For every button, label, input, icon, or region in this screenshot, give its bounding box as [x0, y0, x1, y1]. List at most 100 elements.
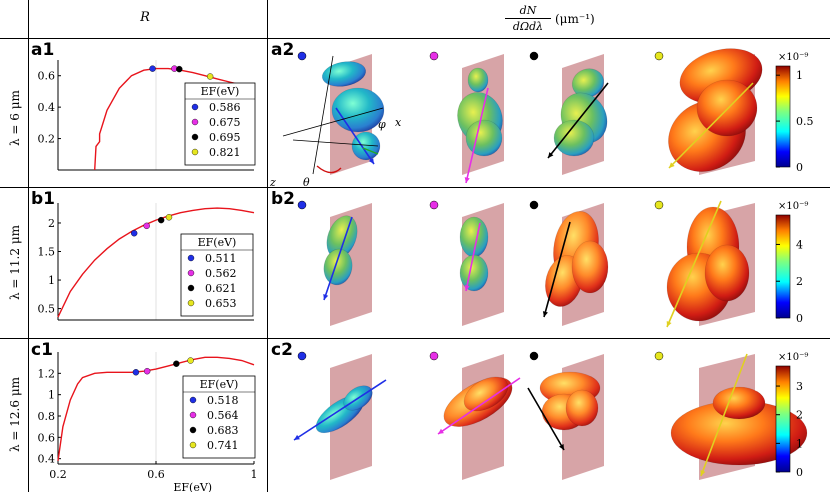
direction-arrow — [543, 221, 571, 318]
legend-label: 0.586 — [209, 101, 241, 114]
y-tick-label: 1.5 — [38, 246, 56, 259]
data-marker — [157, 216, 165, 224]
panel-marker-dot — [429, 351, 439, 361]
chart-a1: 0.2 0.4 0.6 EF(eV) 0.586 0.675 0.695 0.821 — [38, 60, 256, 171]
panel-marker-dot — [297, 51, 307, 61]
divider-column — [267, 0, 268, 492]
direction-arrow — [465, 87, 489, 184]
divider-label-column — [28, 0, 29, 492]
colorbar — [775, 65, 791, 168]
axis-line-y — [292, 139, 379, 147]
legend-label: 0.675 — [209, 116, 241, 129]
panel-tag-c2: c2 — [271, 340, 293, 360]
direction-arrow — [666, 200, 722, 328]
colorbar-tick-label: 4 — [796, 238, 803, 251]
colorbar-tick-label: 2 — [796, 275, 803, 288]
legend-marker — [191, 103, 199, 111]
legend-marker — [187, 269, 195, 277]
arrow-head — [438, 428, 444, 434]
direction-arrow — [668, 82, 754, 169]
chart-b1: 0.5 1 1.5 2 EF(eV) 0.511 0.562 0.621 0.653 — [38, 203, 255, 321]
y-tick-label: 0.6 — [38, 431, 56, 444]
divider-row-1 — [0, 187, 830, 188]
panel-tag-c1: c1 — [31, 340, 53, 360]
panel-marker-dot — [297, 200, 307, 210]
legend-label: 0.564 — [207, 409, 239, 422]
legend-title: EF(eV) — [200, 378, 239, 391]
data-marker — [149, 65, 156, 72]
arrow-head — [294, 434, 300, 440]
legend-label: 0.621 — [205, 282, 237, 295]
data-marker — [206, 73, 214, 80]
direction-arrow — [437, 377, 521, 435]
legend-title: EF(eV) — [201, 85, 240, 98]
y-tick-label: 1.2 — [38, 367, 56, 380]
colorbar-scale: ×10⁻⁹ — [778, 201, 808, 212]
arrow-head — [700, 470, 706, 476]
row-label-c: λ = 12.6 μm — [8, 377, 22, 452]
legend-title: EF(eV) — [198, 236, 237, 249]
y-tick-label: 0.4 — [38, 453, 56, 466]
data-marker — [143, 222, 150, 230]
legend-marker — [187, 254, 195, 262]
emission-lobe — [704, 244, 750, 302]
x-tick-label: 0.2 — [49, 468, 67, 481]
data-curve — [57, 207, 255, 318]
row-label-a: λ = 6 μm — [8, 90, 22, 146]
y-tick-label: 0.4 — [38, 101, 56, 114]
emission-lobe — [463, 376, 509, 412]
axis-line-z — [312, 55, 334, 175]
arrow-head — [559, 444, 564, 450]
phi-angle-marker — [362, 147, 379, 155]
legend-marker — [191, 118, 199, 126]
axis-label-z: z — [269, 176, 276, 189]
colorbar-tick-label: 1 — [796, 69, 803, 82]
arrow-head — [548, 152, 554, 158]
colorbar — [775, 365, 791, 473]
direction-arrow — [293, 379, 387, 441]
emission-lobe — [571, 68, 605, 98]
arrow-head — [669, 162, 675, 168]
data-marker — [130, 230, 138, 237]
x-tick-label: 1 — [251, 468, 258, 481]
direction-arrow — [700, 353, 748, 477]
chart-c1: 0.4 0.6 0.8 1 1.2 0.2 0.6 1 EF(eV) EF(eV) 0.518 0.5… — [38, 352, 258, 492]
colorbar-scale: ×10⁻⁹ — [778, 352, 808, 363]
colorbar — [775, 214, 791, 319]
panel-marker-dot — [654, 200, 664, 210]
legend-label: 0.821 — [209, 146, 241, 159]
y-tick-label: 1 — [48, 389, 55, 402]
legend-label: 0.518 — [207, 394, 239, 407]
colorbar-scale: ×10⁻⁹ — [778, 52, 808, 63]
colorbar-tick-label: 0 — [796, 312, 803, 325]
header-dn-bar — [505, 18, 551, 19]
panel-marker-dot — [429, 200, 439, 210]
header-r: R — [140, 10, 150, 25]
legend-marker — [189, 441, 197, 449]
data-curve — [57, 356, 255, 461]
direction-arrow — [335, 107, 375, 165]
emission-lobe — [565, 389, 599, 427]
header-dn-denominator: dΩdλ — [512, 20, 544, 33]
theta-angle-marker — [316, 165, 342, 174]
legend-label: 0.683 — [207, 424, 239, 437]
emission-lobe — [465, 119, 503, 157]
legend-marker — [189, 396, 197, 404]
panel-marker-dot — [529, 351, 539, 361]
y-tick-label: 1 — [48, 274, 55, 287]
y-tick-label: 0.8 — [38, 410, 56, 423]
emission-lobe — [571, 240, 609, 294]
panel-marker-dot — [429, 51, 439, 61]
colorbar-tick-label: 0 — [796, 161, 803, 174]
panel-marker-dot — [654, 51, 664, 61]
panel-tag-a1: a1 — [31, 40, 55, 60]
data-marker — [132, 369, 140, 376]
row-label-b: λ = 11.2 μm — [8, 225, 22, 300]
panel-marker-dot — [654, 351, 664, 361]
panel-tag-b1: b1 — [31, 189, 55, 209]
legend-label: 0.741 — [207, 439, 239, 452]
legend-label: 0.511 — [205, 252, 237, 265]
emission-lobe — [467, 67, 489, 93]
arrow-head — [368, 158, 374, 164]
